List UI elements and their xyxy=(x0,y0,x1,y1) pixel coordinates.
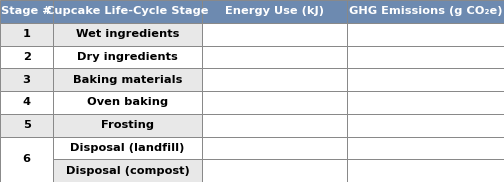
Bar xyxy=(202,159,347,182)
Bar xyxy=(0,46,53,68)
Text: Oven baking: Oven baking xyxy=(87,97,168,107)
Text: Stage #: Stage # xyxy=(1,6,52,16)
Bar xyxy=(202,91,347,114)
Bar xyxy=(347,23,504,46)
Bar xyxy=(53,114,202,136)
Text: Disposal (landfill): Disposal (landfill) xyxy=(70,143,184,153)
Bar xyxy=(347,68,504,91)
Text: Baking materials: Baking materials xyxy=(73,75,182,85)
Bar xyxy=(202,68,347,91)
Text: Disposal (compost): Disposal (compost) xyxy=(66,166,190,176)
Bar xyxy=(0,0,53,23)
Bar xyxy=(202,46,347,68)
Bar xyxy=(0,91,53,114)
Bar xyxy=(347,159,504,182)
Bar xyxy=(347,0,504,23)
Bar xyxy=(347,136,504,159)
Bar xyxy=(0,114,53,136)
Bar xyxy=(347,91,504,114)
Bar xyxy=(53,68,202,91)
Bar xyxy=(0,136,53,182)
Bar xyxy=(202,136,347,159)
Text: 2: 2 xyxy=(23,52,31,62)
Text: Energy Use (kJ): Energy Use (kJ) xyxy=(225,6,324,16)
Text: 5: 5 xyxy=(23,120,31,130)
Bar xyxy=(53,23,202,46)
Bar xyxy=(202,114,347,136)
Bar xyxy=(53,0,202,23)
Bar xyxy=(202,0,347,23)
Text: Wet ingredients: Wet ingredients xyxy=(76,29,179,39)
Bar xyxy=(0,68,53,91)
Bar xyxy=(0,23,53,46)
Text: 4: 4 xyxy=(23,97,31,107)
Bar xyxy=(53,91,202,114)
Text: 6: 6 xyxy=(23,154,31,164)
Bar xyxy=(53,46,202,68)
Text: GHG Emissions (g CO₂e): GHG Emissions (g CO₂e) xyxy=(349,6,502,16)
Bar xyxy=(53,159,202,182)
Bar xyxy=(347,46,504,68)
Text: 1: 1 xyxy=(23,29,31,39)
Text: 3: 3 xyxy=(23,75,31,85)
Text: Frosting: Frosting xyxy=(101,120,154,130)
Bar xyxy=(202,23,347,46)
Bar xyxy=(347,114,504,136)
Text: Cupcake Life-Cycle Stage: Cupcake Life-Cycle Stage xyxy=(46,6,209,16)
Bar xyxy=(53,136,202,159)
Text: Dry ingredients: Dry ingredients xyxy=(77,52,178,62)
